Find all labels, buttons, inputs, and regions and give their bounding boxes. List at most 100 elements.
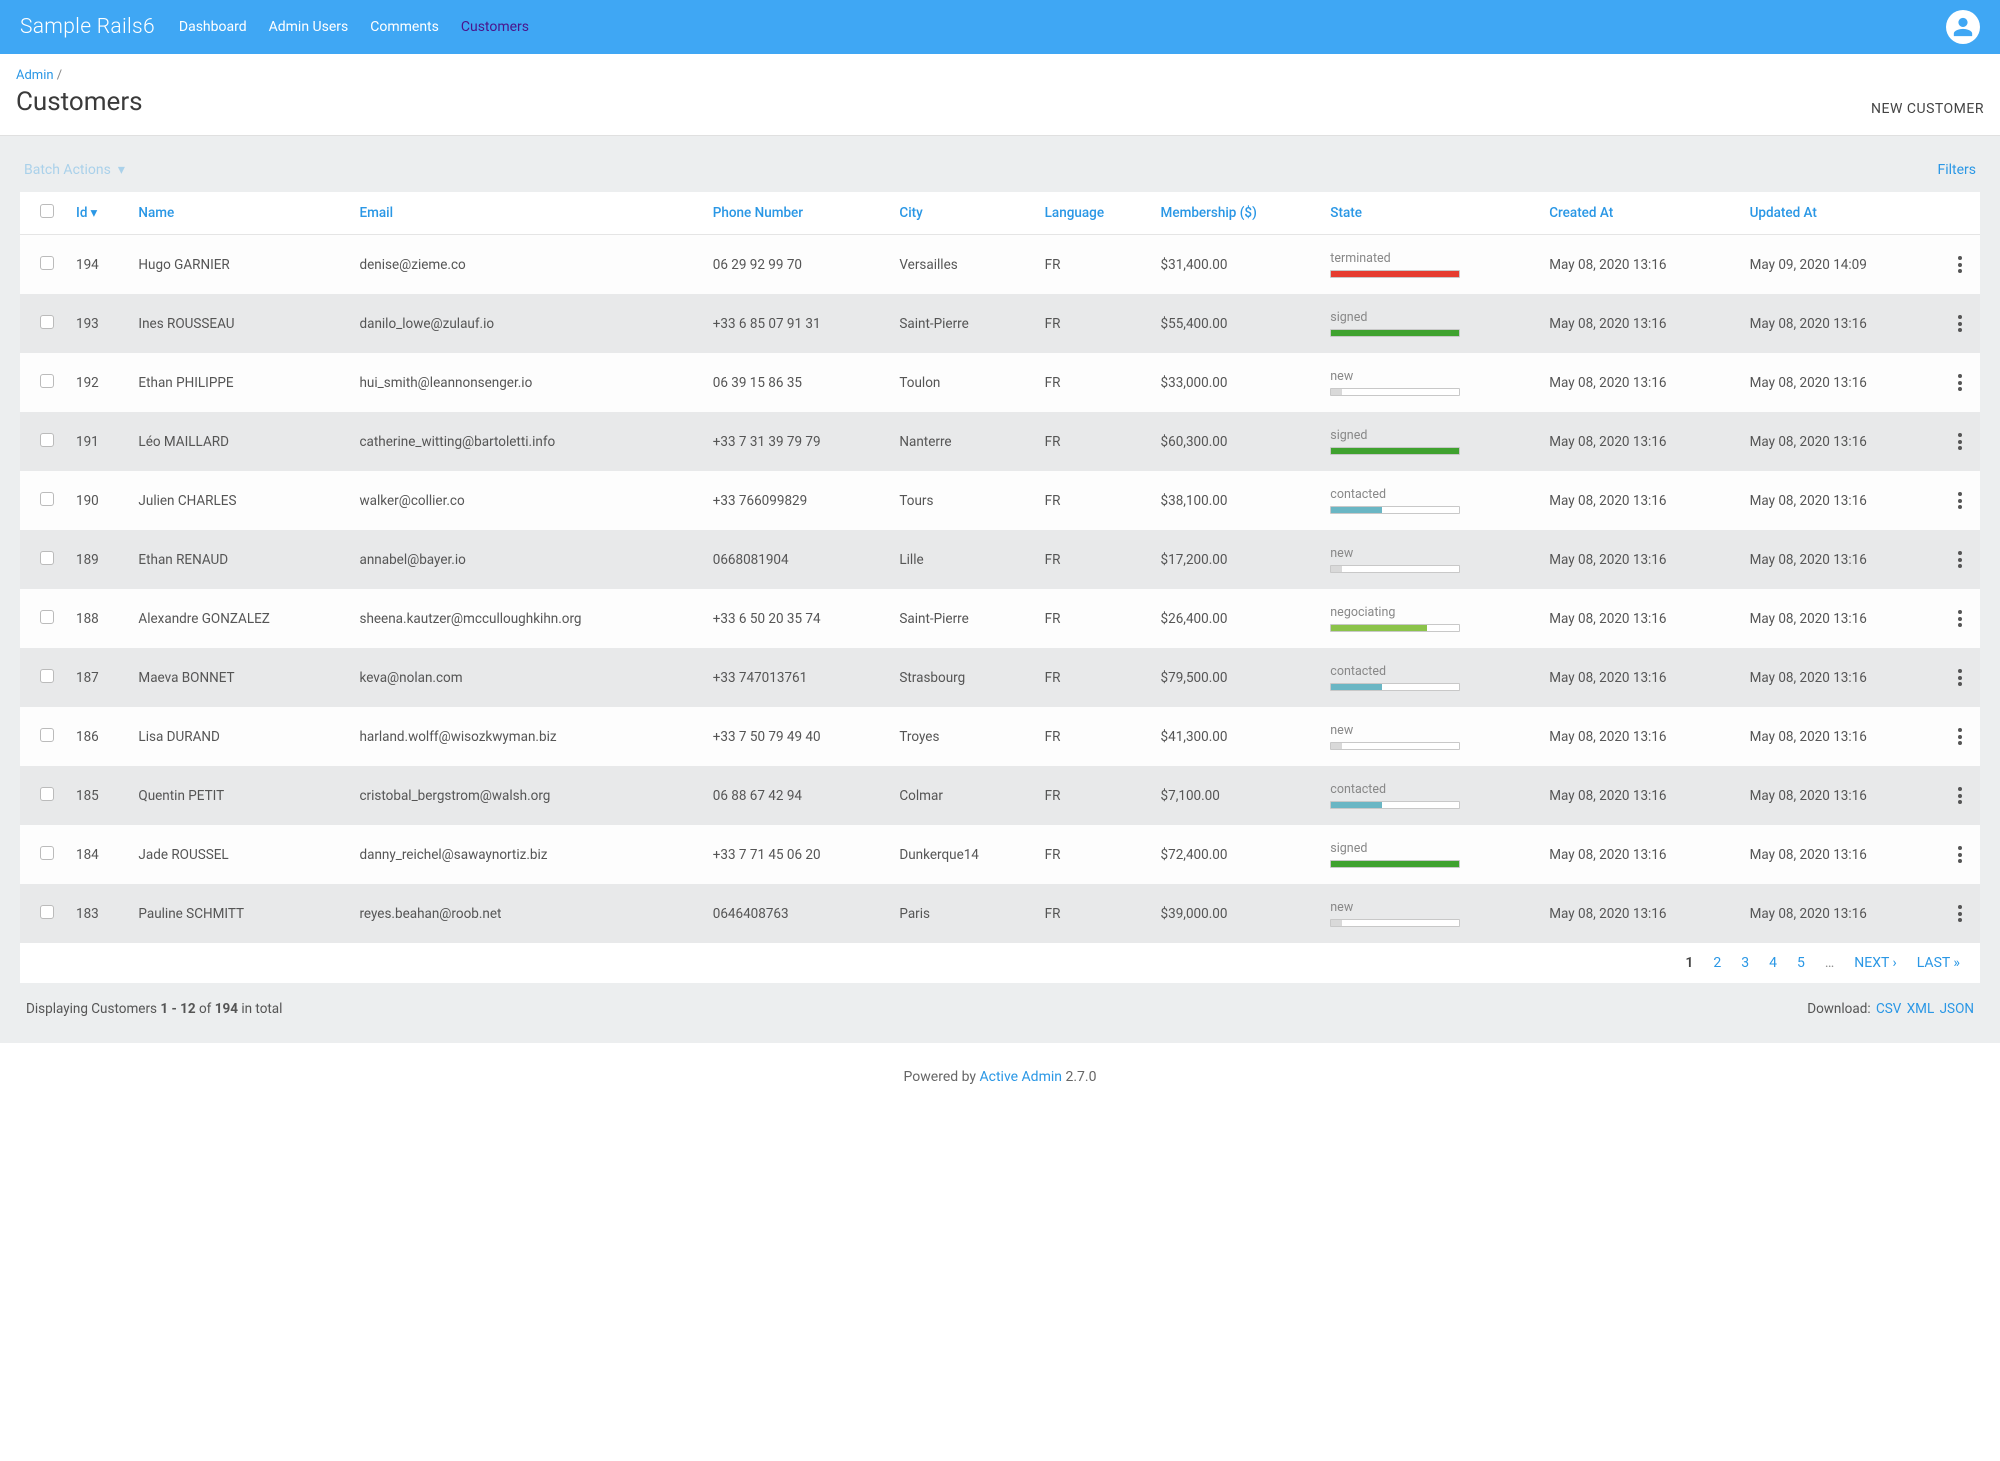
cell-city: Nanterre [889,412,1034,471]
row-check[interactable] [20,707,66,766]
page-4[interactable]: 4 [1769,955,1777,971]
active-admin-link[interactable]: Active Admin [980,1069,1062,1085]
row-checkbox[interactable] [40,256,54,270]
col-phone[interactable]: Phone Number [703,192,890,235]
row-checkbox[interactable] [40,728,54,742]
state-progress [1330,860,1460,868]
cell-actions[interactable] [1940,353,1980,412]
cell-phone: +33 6 50 20 35 74 [703,589,890,648]
row-checkbox[interactable] [40,905,54,919]
row-checkbox[interactable] [40,787,54,801]
cell-actions[interactable] [1940,589,1980,648]
row-checkbox[interactable] [40,492,54,506]
cell-actions[interactable] [1940,648,1980,707]
page-last[interactable]: LAST » [1917,955,1960,971]
kebab-icon[interactable] [1951,433,1969,450]
state-progress [1330,683,1460,691]
cell-updated: May 08, 2020 13:16 [1740,707,1940,766]
state-label: signed [1330,428,1529,443]
col-id[interactable]: Id▾ [66,192,128,235]
nav-item-admin-users[interactable]: Admin Users [269,19,349,35]
col-check[interactable] [20,192,66,235]
row-check[interactable] [20,294,66,353]
select-all-checkbox[interactable] [40,204,54,218]
page-5[interactable]: 5 [1797,955,1805,971]
cell-actions[interactable] [1940,884,1980,943]
kebab-icon[interactable] [1951,905,1969,922]
page-next[interactable]: NEXT › [1854,955,1896,971]
breadcrumb-parent[interactable]: Admin [16,68,54,83]
cell-name: Alexandre GONZALEZ [128,589,349,648]
cell-id: 184 [66,825,128,884]
kebab-icon[interactable] [1951,728,1969,745]
row-checkbox[interactable] [40,551,54,565]
nav-item-comments[interactable]: Comments [370,19,439,35]
row-check[interactable] [20,412,66,471]
kebab-icon[interactable] [1951,315,1969,332]
download-csv[interactable]: CSV [1876,1001,1901,1017]
brand[interactable]: Sample Rails6 [20,15,155,39]
page-2[interactable]: 2 [1713,955,1721,971]
row-check[interactable] [20,530,66,589]
user-avatar-icon[interactable] [1946,10,1980,44]
col-created[interactable]: Created At [1539,192,1739,235]
row-checkbox[interactable] [40,433,54,447]
row-check[interactable] [20,589,66,648]
nav-item-customers[interactable]: Customers [461,19,529,35]
col-membership[interactable]: Membership ($) [1151,192,1321,235]
cell-phone: +33 6 85 07 91 31 [703,294,890,353]
kebab-icon[interactable] [1951,256,1969,273]
col-name[interactable]: Name [128,192,349,235]
col-email[interactable]: Email [349,192,702,235]
cell-city: Lille [889,530,1034,589]
col-updated[interactable]: Updated At [1740,192,1940,235]
cell-actions[interactable] [1940,825,1980,884]
cell-phone: 06 29 92 99 70 [703,235,890,295]
row-check[interactable] [20,235,66,295]
state-progress [1330,624,1460,632]
cell-city: Colmar [889,766,1034,825]
sort-caret-icon: ▾ [90,205,97,221]
nav-item-dashboard[interactable]: Dashboard [179,19,247,35]
table-row: 190Julien CHARLESwalker@collier.co+33 76… [20,471,1980,530]
kebab-icon[interactable] [1951,492,1969,509]
page-3[interactable]: 3 [1741,955,1749,971]
cell-actions[interactable] [1940,707,1980,766]
row-check[interactable] [20,353,66,412]
row-checkbox[interactable] [40,669,54,683]
col-state[interactable]: State [1320,192,1539,235]
row-checkbox[interactable] [40,315,54,329]
row-check[interactable] [20,648,66,707]
row-checkbox[interactable] [40,374,54,388]
cell-actions[interactable] [1940,412,1980,471]
cell-email: cristobal_bergstrom@walsh.org [349,766,702,825]
col-city[interactable]: City [889,192,1034,235]
kebab-icon[interactable] [1951,551,1969,568]
cell-actions[interactable] [1940,471,1980,530]
kebab-icon[interactable] [1951,846,1969,863]
row-check[interactable] [20,471,66,530]
cell-actions[interactable] [1940,530,1980,589]
row-check[interactable] [20,884,66,943]
kebab-icon[interactable] [1951,374,1969,391]
row-check[interactable] [20,825,66,884]
cell-actions[interactable] [1940,235,1980,295]
cell-updated: May 08, 2020 13:16 [1740,825,1940,884]
batch-actions-button[interactable]: Batch Actions ▾ [24,162,125,178]
row-check[interactable] [20,766,66,825]
kebab-icon[interactable] [1951,610,1969,627]
col-language[interactable]: Language [1035,192,1151,235]
state-progress [1330,388,1460,396]
kebab-icon[interactable] [1951,669,1969,686]
cell-actions[interactable] [1940,766,1980,825]
cell-updated: May 08, 2020 13:16 [1740,353,1940,412]
filters-link[interactable]: Filters [1937,162,1976,178]
download-xml[interactable]: XML [1907,1001,1935,1017]
cell-updated: May 08, 2020 13:16 [1740,884,1940,943]
kebab-icon[interactable] [1951,787,1969,804]
cell-actions[interactable] [1940,294,1980,353]
row-checkbox[interactable] [40,610,54,624]
new-customer-button[interactable]: NEW CUSTOMER [1871,101,1984,117]
row-checkbox[interactable] [40,846,54,860]
download-json[interactable]: JSON [1940,1001,1974,1017]
